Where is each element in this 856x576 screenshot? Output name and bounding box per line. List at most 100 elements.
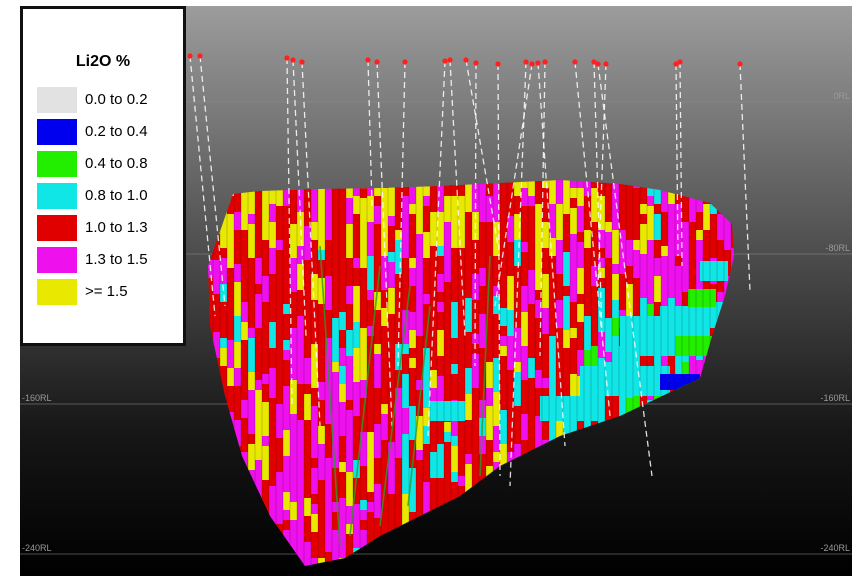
- block-cell: [332, 502, 340, 513]
- drill-collar: [442, 58, 448, 64]
- block-cell: [367, 414, 375, 433]
- block-cell: [248, 390, 256, 425]
- block-cell: [276, 206, 284, 241]
- block-cell: [409, 406, 417, 441]
- block-cell: [311, 240, 319, 275]
- drill-trace: [319, 245, 341, 547]
- block-cell: [339, 330, 347, 349]
- block-cell: [493, 324, 501, 359]
- block-cell: [227, 234, 235, 269]
- block-cell: [297, 316, 305, 351]
- block-cell: [528, 250, 536, 261]
- block-cell: [577, 188, 585, 207]
- block-cell: [283, 250, 291, 261]
- block-cell: [353, 224, 361, 259]
- block-cell: [241, 400, 249, 419]
- block-cell: [283, 340, 291, 351]
- block-cell: [381, 414, 389, 441]
- block-cell: [591, 248, 599, 267]
- block-cell: [570, 234, 578, 269]
- legend-swatch: [37, 247, 77, 273]
- block-cell: [700, 261, 728, 281]
- block-cell: [640, 272, 648, 299]
- block-cell: [493, 256, 501, 267]
- block-cell: [570, 268, 578, 303]
- block-cell: [381, 466, 389, 485]
- block-cell: [262, 180, 270, 205]
- block-cell: [248, 372, 256, 391]
- block-cell: [640, 234, 648, 245]
- block-cell: [353, 416, 361, 427]
- block-cell: [381, 222, 389, 257]
- block-cell: [451, 248, 459, 275]
- block-cell: [647, 206, 655, 241]
- block-cell: [423, 426, 431, 445]
- block-cell: [318, 444, 326, 455]
- block-cell: [255, 460, 263, 479]
- block-cell: [535, 222, 543, 257]
- block-cell: [688, 289, 716, 307]
- block-cell: [605, 180, 613, 205]
- block-cell: [598, 230, 606, 249]
- block-cell: [563, 296, 571, 331]
- drill-collar: [463, 57, 469, 63]
- block-cell: [234, 342, 242, 369]
- block-cell: [311, 494, 319, 505]
- block-cell: [339, 366, 347, 385]
- block-cell: [556, 416, 564, 451]
- block-model-scene[interactable]: 0RL -80RL -160RL -160RL -240RL -240RL: [20, 6, 852, 576]
- block-cell: [535, 300, 543, 319]
- block-cell: [521, 414, 529, 441]
- block-cell: [367, 300, 375, 327]
- model-viewport[interactable]: 0RL -80RL -160RL -160RL -240RL -240RL: [20, 6, 852, 576]
- drill-trace: [465, 59, 499, 247]
- block-cell: [444, 476, 452, 511]
- block-cell: [346, 330, 354, 357]
- block-cell: [563, 252, 571, 287]
- block-cell: [276, 312, 284, 323]
- block-cell: [269, 304, 277, 323]
- block-cell: [374, 458, 382, 485]
- block-cell: [444, 256, 452, 283]
- block-cell: [710, 214, 718, 233]
- block-cell: [283, 430, 291, 457]
- block-cell: [437, 478, 445, 497]
- block-cell: [493, 452, 501, 463]
- block-cell: [577, 232, 585, 243]
- block-cell: [437, 212, 445, 247]
- block-cell: [304, 384, 312, 395]
- block-cell: [255, 196, 263, 207]
- block-cell: [444, 342, 452, 353]
- block-cell: [325, 492, 333, 519]
- block-cell: [689, 240, 697, 251]
- block-cell: [388, 348, 396, 375]
- block-cell: [556, 240, 564, 275]
- block-cell: [654, 346, 662, 381]
- block-cell: [598, 278, 606, 289]
- block-cell: [521, 242, 529, 253]
- block-cell: [570, 374, 578, 401]
- block-cell: [374, 292, 382, 311]
- legend-label: 1.0 to 1.3: [85, 219, 148, 236]
- block-cell: [626, 398, 634, 425]
- block-cell: [360, 510, 368, 521]
- block-cell: [332, 450, 340, 469]
- block-cell: [262, 446, 270, 481]
- block-cell: [549, 300, 557, 311]
- block-cell: [472, 354, 480, 389]
- block-cell: [367, 458, 375, 493]
- block-cell: [661, 180, 669, 213]
- block-cell: [283, 314, 291, 341]
- block-cell: [479, 436, 487, 455]
- block-cell: [304, 542, 312, 566]
- block-cell: [605, 352, 613, 363]
- block-cell: [528, 324, 536, 359]
- block-cell: [640, 298, 648, 333]
- block-cell: [402, 196, 410, 231]
- block-cell: [500, 410, 508, 445]
- block-cell: [570, 418, 578, 445]
- block-cell: [689, 250, 697, 285]
- block-cell: [451, 374, 459, 401]
- drill-collar: [299, 59, 305, 65]
- block-cell: [367, 196, 375, 223]
